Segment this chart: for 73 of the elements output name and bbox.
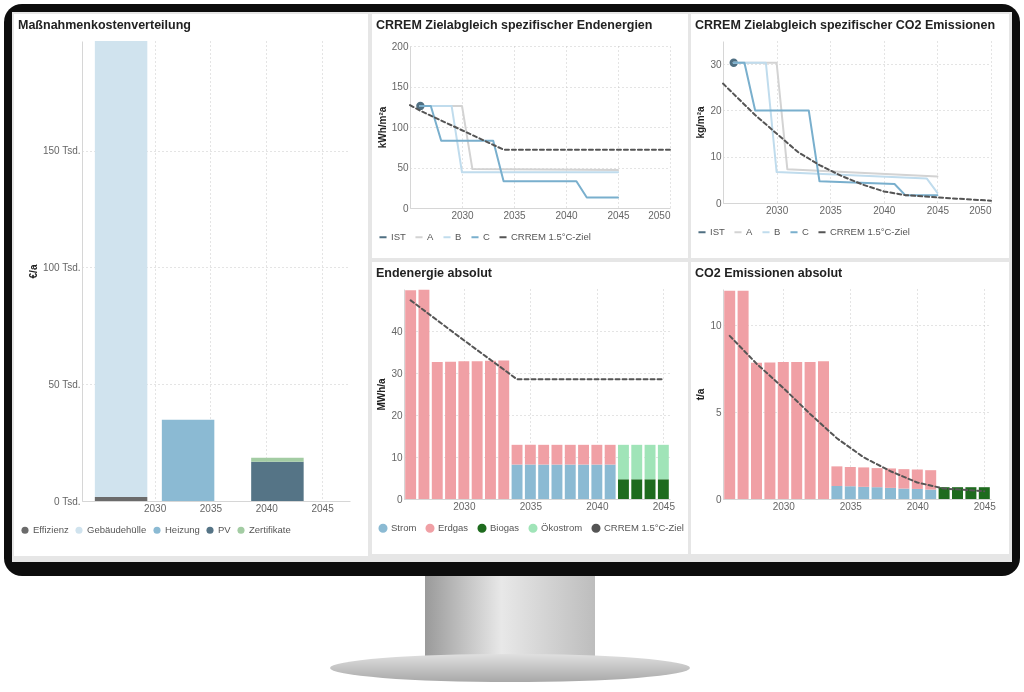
x-tick-label: 2030 (765, 204, 789, 216)
y-axis-title: €/a (27, 264, 39, 279)
legend-label: PV (218, 524, 232, 536)
y-tick-label: 150 Tsd. (42, 145, 81, 157)
legend-label: Erdgas (438, 522, 469, 534)
legend-label: CRREM 1.5°C-Ziel (511, 231, 591, 243)
y-tick-label: 0 (402, 202, 409, 214)
x-tick-label: 2035 (199, 502, 223, 514)
x-tick-label: 2040 (906, 500, 930, 512)
legend-label: Gebäudehülle (87, 524, 147, 536)
x-tick-label: 2050 (969, 204, 992, 216)
x-tick-label: 2045 (311, 502, 335, 514)
legend-label: Zertifikate (249, 524, 291, 536)
legend-label: CRREM 1.5°C-Ziel (830, 226, 910, 238)
x-tick-label: 2035 (503, 209, 527, 221)
legend-label: B (455, 231, 462, 243)
y-tick-label: 100 (391, 121, 409, 133)
legend-label: Effizienz (33, 524, 69, 536)
x-tick-label: 2035 (839, 500, 863, 512)
x-tick-label: 2030 (453, 500, 476, 512)
y-tick-label: 50 Tsd. (48, 378, 81, 390)
y-tick-label: 20 (710, 104, 722, 116)
legend-label: B (774, 226, 781, 238)
y-tick-label: 100 Tsd. (42, 262, 81, 273)
y-axis-title: kg/m²a (695, 105, 707, 139)
x-tick-label: 2040 (555, 209, 579, 221)
legend-label: Strom (391, 522, 417, 534)
y-tick-label: 10 (391, 451, 403, 463)
y-tick-label: 0 (715, 197, 722, 209)
legend-label: IST (710, 226, 725, 238)
legend-label: C (483, 231, 490, 243)
x-tick-label: 2040 (873, 204, 896, 216)
y-axis-title: MWh/a (376, 377, 388, 411)
x-tick-label: 2050 (648, 209, 671, 221)
legend-label: A (427, 231, 434, 243)
y-tick-label: 0 Tsd. (54, 495, 81, 507)
x-tick-label: 2045 (926, 204, 950, 216)
legend-label: Heizung (165, 524, 200, 536)
x-tick-label: 2045 (973, 500, 997, 512)
chart-title: CRREM Zielabgleich spezifischer CO2 Emissionen (695, 17, 996, 32)
y-tick-label: 0 (715, 493, 722, 505)
x-tick-label: 2030 (451, 209, 475, 221)
x-tick-label: 2030 (143, 502, 167, 514)
legend-label: C (802, 226, 809, 238)
y-tick-label: 0 (396, 493, 403, 505)
x-tick-label: 2045 (652, 500, 676, 512)
x-tick-label: 2040 (255, 502, 279, 514)
legend-label: A (746, 226, 753, 238)
y-tick-label: 20 (391, 409, 403, 421)
y-tick-label: 10 (710, 151, 722, 163)
y-tick-label: 50 (397, 162, 409, 173)
y-tick-label: 200 (391, 40, 409, 52)
y-tick-label: 30 (391, 367, 403, 379)
y-tick-label: 5 (715, 406, 722, 418)
y-tick-label: 30 (710, 58, 722, 70)
x-tick-label: 2045 (607, 209, 631, 221)
y-tick-label: 10 (710, 319, 722, 331)
y-tick-label: 150 (391, 81, 409, 92)
y-tick-label: 40 (391, 325, 403, 337)
legend-label: Ökostrom (541, 522, 583, 534)
x-tick-label: 2030 (772, 500, 796, 512)
chart-title: Endenergie absolut (376, 265, 493, 280)
chart-title: Maßnahmenkostenverteilung (18, 17, 191, 32)
legend-label: IST (391, 231, 406, 243)
y-axis-title: t/a (695, 388, 707, 401)
legend-label: Biogas (490, 522, 520, 534)
x-tick-label: 2040 (586, 500, 609, 512)
y-axis-title: kWh/m²a (376, 106, 388, 149)
x-tick-label: 2035 (819, 204, 843, 216)
chart-title: CO2 Emissionen absolut (695, 265, 844, 280)
chart-title: CRREM Zielabgleich spezifischer Endenergien (376, 17, 653, 32)
legend-label: CRREM 1.5°C-Ziel (604, 522, 684, 534)
x-tick-label: 2035 (519, 500, 543, 512)
